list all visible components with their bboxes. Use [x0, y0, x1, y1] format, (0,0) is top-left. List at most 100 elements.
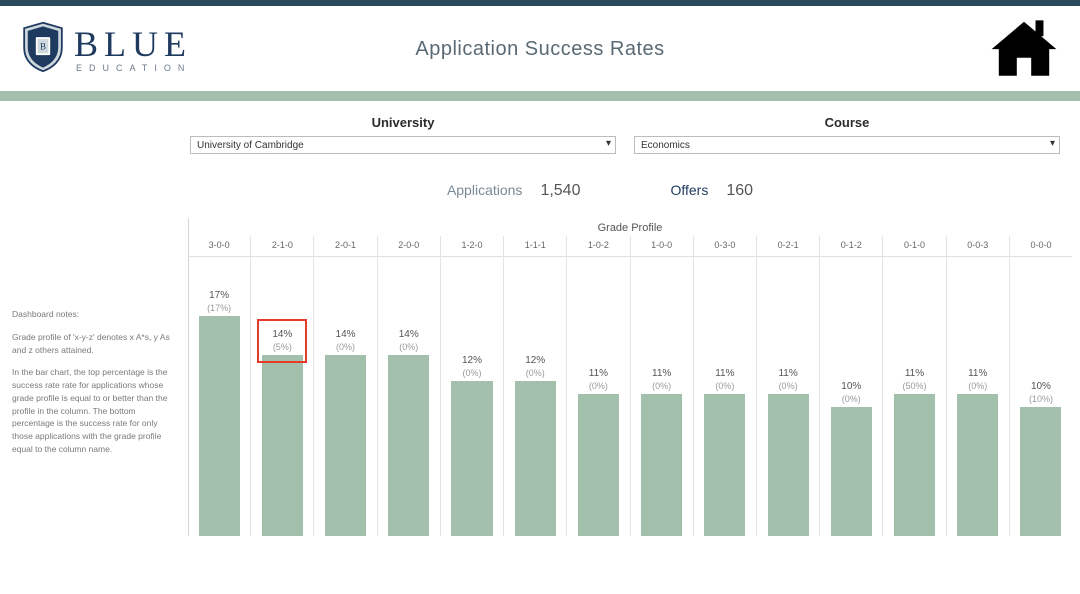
bar-area: 11%(0%) [947, 257, 1009, 536]
bar-sub-pct: (0%) [715, 381, 734, 392]
grade-profile-chart: Grade Profile 3-0-017%(17%)2-1-014%(5%)2… [188, 218, 1072, 536]
bar-area: 11%(0%) [757, 257, 819, 536]
home-icon [988, 67, 1060, 84]
course-dropdown[interactable]: Economics [634, 136, 1060, 154]
page-title: Application Success Rates [415, 38, 664, 61]
chart-column[interactable]: 0-0-010%(10%) [1010, 236, 1072, 536]
column-header: 0-1-0 [883, 236, 945, 257]
bar-value-label: 17%(17%) [207, 290, 231, 314]
bar [578, 394, 619, 536]
bar-sub-pct: (17%) [207, 303, 231, 314]
column-header: 0-0-0 [1010, 236, 1072, 257]
bar-sub-pct: (0%) [399, 342, 419, 353]
bar-area: 11%(0%) [567, 257, 629, 536]
chart-column[interactable]: 2-1-014%(5%) [251, 236, 314, 536]
bar-top-pct: 11% [778, 368, 797, 381]
brand-logo[interactable]: B BLUE EDUCATION [20, 21, 192, 78]
chart-column[interactable]: 0-3-0 11%(0%) [694, 236, 757, 536]
university-selector: University University of Cambridge [190, 115, 616, 154]
notes-heading: Dashboard notes: [12, 308, 178, 321]
bar-value-label: 14%(0%) [399, 329, 419, 353]
chart-column[interactable]: 0-0-311%(0%) [947, 236, 1010, 536]
bar-top-pct: 11% [589, 368, 608, 381]
offers-value: 160 [726, 182, 753, 200]
bar-sub-pct: (0%) [841, 394, 861, 405]
chart-title: Grade Profile [188, 218, 1072, 236]
bar [262, 355, 303, 536]
chart-column[interactable]: 3-0-017%(17%) [188, 236, 251, 536]
bar-top-pct: 10% [1029, 381, 1053, 394]
bar-sub-pct: (0%) [462, 368, 482, 379]
bar [831, 407, 872, 536]
chart-column[interactable]: 0-1-210%(0%) [820, 236, 883, 536]
column-header: 2-0-1 [314, 236, 376, 257]
bar-top-pct: 12% [525, 355, 545, 368]
bar-value-label: 11%(50%) [903, 368, 927, 392]
chart-column[interactable]: 2-0-0 14%(0%) [378, 236, 441, 536]
column-header: 0-2-1 [757, 236, 819, 257]
chart-column[interactable]: 0-2-111%(0%) [757, 236, 820, 536]
bar-value-label: 10%(0%) [841, 381, 861, 405]
bar-area: 11%(0%) [631, 257, 693, 536]
column-header: 2-1-0 [251, 236, 313, 257]
bar-value-label: 11%(0%) [589, 368, 608, 392]
column-header: 2-0-0 [378, 236, 440, 257]
applications-value: 1,540 [540, 182, 580, 200]
home-button[interactable] [988, 14, 1060, 85]
brand-sub: EDUCATION [74, 64, 192, 73]
bar [325, 355, 366, 536]
bar-value-label: 12%(0%) [462, 355, 482, 379]
bar [199, 316, 240, 536]
bar-value-label: 11%(0%) [652, 368, 671, 392]
chart-columns: 3-0-017%(17%)2-1-014%(5%)2-0-114%(0%)2-0… [188, 236, 1072, 536]
bar-top-pct: 14% [399, 329, 419, 342]
notes-p1: Grade profile of 'x-y-z' denotes x A*s, … [12, 331, 178, 357]
column-header: 1-0-2 [567, 236, 629, 257]
bar-area: 11%(0%) [694, 257, 756, 536]
university-value: University of Cambridge [197, 140, 304, 151]
bar-area: 10%(10%) [1010, 257, 1072, 536]
chart-column[interactable]: 1-0-2 11%(0%) [567, 236, 630, 536]
bar [768, 394, 809, 536]
university-label: University [372, 115, 435, 130]
svg-text:B: B [40, 42, 46, 52]
brand-text: BLUE EDUCATION [74, 26, 192, 73]
bar-sub-pct: (0%) [652, 381, 671, 392]
bar-area: 12%(0%) [441, 257, 503, 536]
bar-sub-pct: (0%) [968, 381, 987, 392]
bar-area: 14%(0%) [314, 257, 376, 536]
bar-top-pct: 11% [903, 368, 927, 381]
bar-area: 11%(50%) [883, 257, 945, 536]
column-header: 0-3-0 [694, 236, 756, 257]
bar-value-label: 14%(0%) [336, 329, 356, 353]
selector-row: University University of Cambridge Cours… [0, 115, 1080, 154]
bar [1020, 407, 1061, 536]
bar [704, 394, 745, 536]
bar-value-label: 11%(0%) [715, 368, 734, 392]
course-label: Course [825, 115, 870, 130]
university-dropdown[interactable]: University of Cambridge [190, 136, 616, 154]
bar-sub-pct: (50%) [903, 381, 927, 392]
chart-column[interactable]: 2-0-1 14%(0%) [314, 236, 377, 536]
header: B BLUE EDUCATION Application Success Rat… [0, 6, 1080, 91]
bar-top-pct: 10% [841, 381, 861, 394]
bar-sub-pct: (0%) [525, 368, 545, 379]
stat-offers: Offers 160 [670, 182, 753, 200]
bar-top-pct: 11% [652, 368, 671, 381]
body-row: Dashboard notes: Grade profile of 'x-y-z… [0, 218, 1080, 536]
chart-column[interactable]: 0-1-0 11%(50%) [883, 236, 946, 536]
offers-label: Offers [670, 182, 708, 198]
bar-top-pct: 14% [272, 329, 292, 342]
bar [894, 394, 935, 536]
chart-column[interactable]: 1-2-012%(0%) [441, 236, 504, 536]
chart-column[interactable]: 1-0-0 11%(0%) [631, 236, 694, 536]
column-header: 1-0-0 [631, 236, 693, 257]
bar [515, 381, 556, 536]
notes-p2: In the bar chart, the top percentage is … [12, 366, 178, 455]
bar [641, 394, 682, 536]
bar-area: 12%(0%) [504, 257, 566, 536]
chart-column[interactable]: 1-1-112%(0%) [504, 236, 567, 536]
column-header: 0-0-3 [947, 236, 1009, 257]
bar-sub-pct: (10%) [1029, 394, 1053, 405]
bar-area: 17%(17%) [188, 257, 250, 536]
